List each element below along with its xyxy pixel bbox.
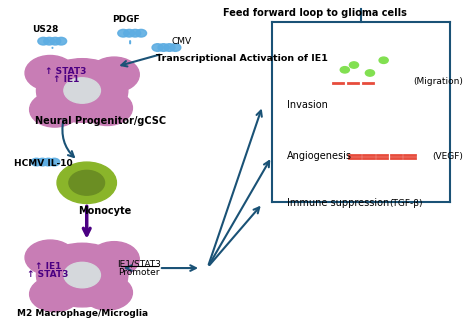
Text: (VEGF): (VEGF) (433, 152, 464, 161)
Circle shape (31, 158, 42, 166)
Circle shape (64, 78, 100, 103)
Circle shape (365, 70, 374, 76)
Text: Monocyte: Monocyte (78, 206, 132, 216)
Text: ↑ IE1: ↑ IE1 (53, 75, 79, 84)
Text: HCMV IL-10: HCMV IL-10 (14, 159, 72, 168)
Text: M2 Macrophage/Microglia: M2 Macrophage/Microglia (17, 309, 148, 318)
Text: (TGF-β): (TGF-β) (389, 199, 423, 208)
Circle shape (30, 277, 80, 312)
Text: (Migration): (Migration) (413, 77, 463, 86)
Text: IE1/STAT3: IE1/STAT3 (118, 259, 161, 268)
Text: US28: US28 (32, 25, 59, 34)
Circle shape (50, 37, 61, 45)
Circle shape (89, 57, 139, 92)
Circle shape (64, 262, 100, 288)
Circle shape (25, 56, 75, 91)
Circle shape (49, 158, 60, 166)
Circle shape (69, 170, 105, 195)
Circle shape (44, 37, 55, 45)
Text: Angiogenesis: Angiogenesis (287, 151, 352, 161)
Text: Feed forward loop to glioma cells: Feed forward loop to glioma cells (223, 8, 407, 19)
Circle shape (82, 91, 132, 126)
Circle shape (36, 59, 128, 122)
Circle shape (340, 67, 349, 73)
Text: Invasion: Invasion (287, 100, 328, 110)
Text: Neural Progenitor/gCSC: Neural Progenitor/gCSC (35, 116, 166, 126)
Circle shape (36, 243, 128, 307)
Circle shape (82, 275, 132, 310)
Text: PDGF: PDGF (112, 15, 139, 24)
Circle shape (164, 44, 175, 51)
Text: Immune suppression: Immune suppression (287, 198, 389, 208)
Circle shape (43, 158, 54, 166)
Text: CMV: CMV (171, 37, 191, 46)
Text: ↑ IE1: ↑ IE1 (35, 262, 61, 271)
Circle shape (349, 62, 358, 68)
Circle shape (124, 30, 135, 37)
Circle shape (38, 37, 49, 45)
Circle shape (130, 30, 141, 37)
Circle shape (118, 30, 129, 37)
Circle shape (55, 37, 67, 45)
Circle shape (170, 44, 181, 51)
Circle shape (25, 240, 75, 275)
Text: ↑ STAT3: ↑ STAT3 (46, 67, 87, 76)
Circle shape (136, 30, 146, 37)
Circle shape (37, 158, 48, 166)
Circle shape (152, 44, 163, 51)
Circle shape (57, 162, 117, 204)
Circle shape (379, 57, 388, 64)
Text: Transcriptional Activation of IE1: Transcriptional Activation of IE1 (156, 54, 328, 63)
Circle shape (158, 44, 169, 51)
Circle shape (89, 242, 139, 277)
Text: ↑ STAT3: ↑ STAT3 (27, 270, 69, 279)
Text: Promoter: Promoter (118, 268, 160, 277)
Circle shape (30, 92, 80, 127)
